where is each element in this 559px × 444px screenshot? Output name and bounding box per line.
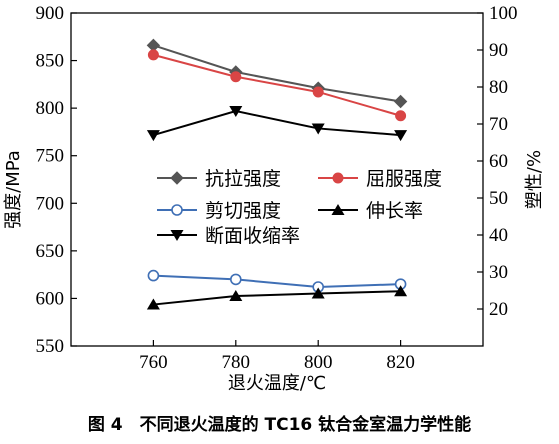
y-right-tick-label: 50: [489, 188, 508, 209]
series-line: [153, 290, 401, 306]
data-point: [146, 298, 160, 310]
y-right-tick-label: 90: [489, 40, 508, 61]
y-right-tick-label: 40: [489, 225, 508, 246]
data-point: [229, 290, 243, 302]
y-right-tick-label: 30: [489, 262, 508, 283]
x-axis-title: 退火温度/℃: [228, 373, 326, 394]
y-right-tick-label: 20: [489, 299, 508, 320]
y-right-tick-label: 100: [489, 3, 518, 24]
data-point: [147, 269, 160, 282]
data-point: [394, 130, 408, 142]
x-tick-label: 760: [139, 352, 168, 373]
series-line: [153, 44, 401, 103]
y-left-tick-label: 700: [36, 193, 65, 214]
figure-caption: 图 4 不同退火温度的 TC16 钛合金室温力学性能: [87, 415, 472, 435]
data-point: [147, 49, 159, 61]
y-right-tick-label: 60: [489, 151, 508, 172]
legend-item-2: 屈服强度: [318, 168, 442, 190]
series-4: [146, 285, 408, 310]
x-tick-label: 800: [304, 352, 333, 373]
legend-label: 断面收缩率: [205, 225, 300, 247]
legend-label: 屈服强度: [366, 168, 442, 190]
axes: 760 780 800 820 550 600 650 700 750 800 850 900 20 30…: [36, 3, 518, 373]
data-point: [230, 273, 242, 286]
legend-marker: [331, 204, 345, 215]
legend-marker: [170, 230, 184, 241]
data-point: [146, 130, 160, 142]
y-left-tick-label: 650: [36, 241, 65, 262]
series-layer: [146, 38, 408, 310]
legend-label: 抗拉强度: [205, 168, 281, 190]
data-point: [229, 106, 243, 118]
y-left-tick-label: 900: [36, 3, 65, 24]
y-right-tick-label: 70: [489, 114, 508, 135]
y-axis-left-title: 强度/MPa: [3, 150, 24, 229]
series-line: [153, 53, 401, 117]
series-3: [147, 269, 407, 293]
x-tick-label: 780: [222, 352, 251, 373]
legend-label: 剪切强度: [205, 200, 281, 222]
x-tick-label: 820: [386, 352, 415, 373]
data-point: [394, 285, 408, 297]
data-point: [311, 123, 325, 135]
data-point: [395, 110, 407, 122]
y-axis-right-title: 塑性/%: [524, 150, 545, 209]
series-1: [146, 38, 408, 109]
y-right-tick-label: 80: [489, 77, 508, 98]
y-left-tick-label: 600: [36, 288, 65, 309]
y-left-tick-label: 850: [36, 51, 65, 72]
legend-marker: [171, 204, 183, 216]
series-line: [153, 110, 401, 137]
mechanical-properties-chart: 760 780 800 820 550 600 650 700 750 800 850 900 20 30…: [3, 3, 545, 394]
y-left-tick-label: 750: [36, 146, 65, 167]
legend-item-1: 抗拉强度: [157, 168, 281, 190]
legend-marker: [170, 171, 184, 185]
legend-item-4: 伸长率: [318, 200, 423, 222]
series-5: [146, 106, 408, 142]
data-point: [311, 287, 325, 299]
legend-marker: [332, 172, 344, 184]
y-left-tick-label: 550: [36, 336, 65, 357]
series-2: [147, 49, 407, 122]
legend-item-5: 断面收缩率: [157, 225, 300, 247]
data-point: [312, 86, 324, 98]
data-point: [393, 94, 408, 109]
legend-item-3: 剪切强度: [157, 200, 281, 222]
series-line: [153, 274, 401, 289]
data-point: [230, 71, 242, 83]
legend-label: 伸长率: [366, 200, 423, 222]
plot-frame: [70, 12, 484, 347]
y-left-tick-label: 800: [36, 98, 65, 119]
